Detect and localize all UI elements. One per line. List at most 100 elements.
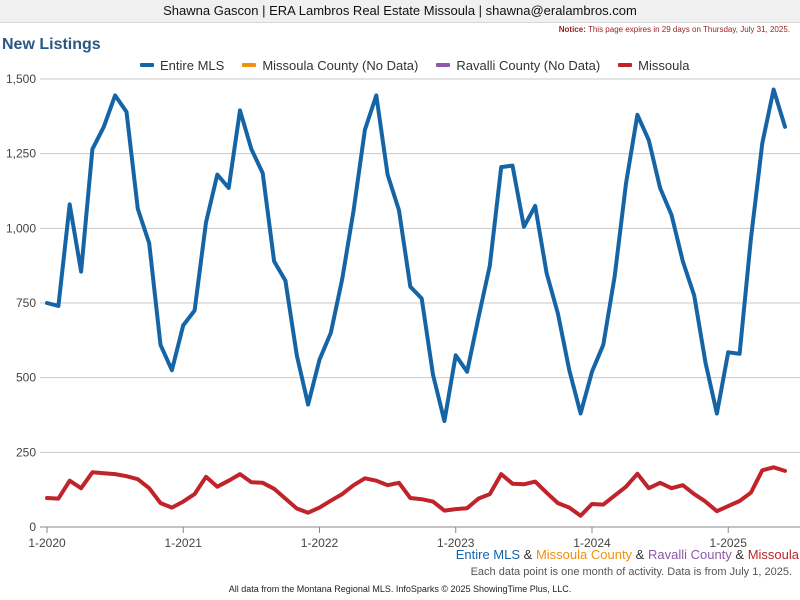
data-point bbox=[545, 271, 549, 275]
data-point bbox=[56, 497, 60, 501]
data-point bbox=[181, 500, 185, 504]
data-point bbox=[488, 264, 492, 268]
data-point bbox=[261, 171, 265, 175]
data-point bbox=[124, 474, 128, 478]
data-point bbox=[249, 147, 253, 151]
x-tick-label: 1-2025 bbox=[710, 536, 748, 550]
data-point bbox=[635, 113, 639, 117]
data-point bbox=[136, 207, 140, 211]
data-point bbox=[295, 506, 299, 510]
legend-item-0[interactable]: Entire MLS bbox=[140, 58, 224, 73]
data-point bbox=[68, 202, 72, 206]
data-point bbox=[669, 213, 673, 217]
data-point bbox=[136, 477, 140, 481]
series-summary-name-2: Ravalli County bbox=[647, 547, 732, 562]
data-point bbox=[522, 225, 526, 229]
data-point bbox=[635, 472, 639, 476]
legend-item-2[interactable]: Ravalli County (No Data) bbox=[436, 58, 600, 73]
data-point bbox=[465, 370, 469, 374]
data-point bbox=[613, 274, 617, 278]
agent-header-bar: Shawna Gascon | ERA Lambros Real Estate … bbox=[0, 0, 800, 23]
y-tick-label: 250 bbox=[16, 445, 36, 459]
data-point bbox=[772, 465, 776, 469]
data-point bbox=[442, 419, 446, 423]
legend-label-0: Entire MLS bbox=[160, 57, 225, 73]
line-chart: 0 250 500 750 1,000 1,250 1,500 1-2020 1-2021 1-2… bbox=[6, 72, 800, 550]
data-point bbox=[715, 509, 719, 513]
x-tick-label: 1-2023 bbox=[437, 536, 475, 550]
series-summary-name-0: Entire MLS bbox=[455, 547, 521, 562]
data-point bbox=[374, 93, 378, 97]
data-point bbox=[726, 504, 730, 508]
data-point bbox=[511, 482, 515, 486]
data-point bbox=[658, 186, 662, 190]
data-point bbox=[272, 259, 276, 263]
data-point bbox=[159, 343, 163, 347]
legend-label-3: Missoula bbox=[638, 57, 690, 73]
data-point bbox=[772, 87, 776, 91]
data-point bbox=[726, 350, 730, 354]
chart-legend: Entire MLS Missoula County (No Data) Raval… bbox=[140, 57, 689, 73]
data-point bbox=[454, 353, 458, 357]
data-point bbox=[545, 491, 549, 495]
data-point bbox=[601, 503, 605, 507]
data-point bbox=[204, 475, 208, 479]
data-point bbox=[442, 509, 446, 513]
data-point bbox=[658, 481, 662, 485]
chart-title: New Listings bbox=[2, 36, 101, 53]
data-point bbox=[79, 486, 83, 490]
data-point bbox=[692, 294, 696, 298]
data-point bbox=[488, 492, 492, 496]
data-point bbox=[397, 208, 401, 212]
data-point bbox=[476, 316, 480, 320]
legend-item-3[interactable]: Missoula bbox=[618, 58, 689, 73]
series-joiner: & bbox=[520, 547, 536, 562]
data-point bbox=[499, 472, 503, 476]
data-point bbox=[317, 506, 321, 510]
agent-contact-line: Shawna Gascon | ERA Lambros Real Estate … bbox=[163, 3, 637, 18]
data-point bbox=[45, 496, 49, 500]
data-point bbox=[352, 483, 356, 487]
legend-label-2: Ravalli County (No Data) bbox=[456, 57, 601, 73]
data-point bbox=[533, 480, 537, 484]
data-point bbox=[499, 165, 503, 169]
data-point bbox=[760, 141, 764, 145]
data-point bbox=[783, 125, 787, 129]
series-summary: Entire MLS & Missoula County & Ravalli C… bbox=[456, 547, 799, 562]
data-point bbox=[170, 506, 174, 510]
data-point bbox=[408, 285, 412, 289]
data-point bbox=[386, 173, 390, 177]
data-point bbox=[340, 277, 344, 281]
data-point bbox=[420, 297, 424, 301]
data-point bbox=[306, 511, 310, 515]
data-point bbox=[624, 182, 628, 186]
notice-text: This page expires in 29 days on Thursday… bbox=[587, 25, 790, 34]
legend-swatch-2 bbox=[436, 63, 451, 67]
data-point bbox=[238, 108, 242, 112]
y-tick-label: 500 bbox=[16, 371, 36, 385]
expiration-notice: Notice: This page expires in 29 days on … bbox=[559, 25, 790, 34]
data-point bbox=[329, 331, 333, 335]
data-point bbox=[261, 481, 265, 485]
data-point bbox=[613, 494, 617, 498]
y-tick-label: 1,500 bbox=[6, 72, 36, 86]
data-point bbox=[567, 506, 571, 510]
data-point bbox=[601, 343, 605, 347]
x-tick-label: 1-2024 bbox=[573, 536, 611, 550]
data-point bbox=[181, 323, 185, 327]
data-point bbox=[363, 128, 367, 132]
legend-swatch-0 bbox=[140, 63, 154, 67]
data-point bbox=[272, 487, 276, 491]
data-point bbox=[170, 368, 174, 372]
data-point bbox=[681, 259, 685, 263]
data-point bbox=[56, 304, 60, 308]
data-point bbox=[476, 497, 480, 501]
data-source-credit: All data from the Montana Regional MLS. … bbox=[228, 584, 572, 594]
data-point bbox=[227, 186, 231, 190]
data-point bbox=[465, 506, 469, 510]
data-point bbox=[397, 481, 401, 485]
legend-swatch-3 bbox=[618, 63, 633, 67]
data-point bbox=[147, 486, 151, 490]
legend-item-1[interactable]: Missoula County (No Data) bbox=[242, 58, 418, 73]
data-point bbox=[45, 301, 49, 305]
